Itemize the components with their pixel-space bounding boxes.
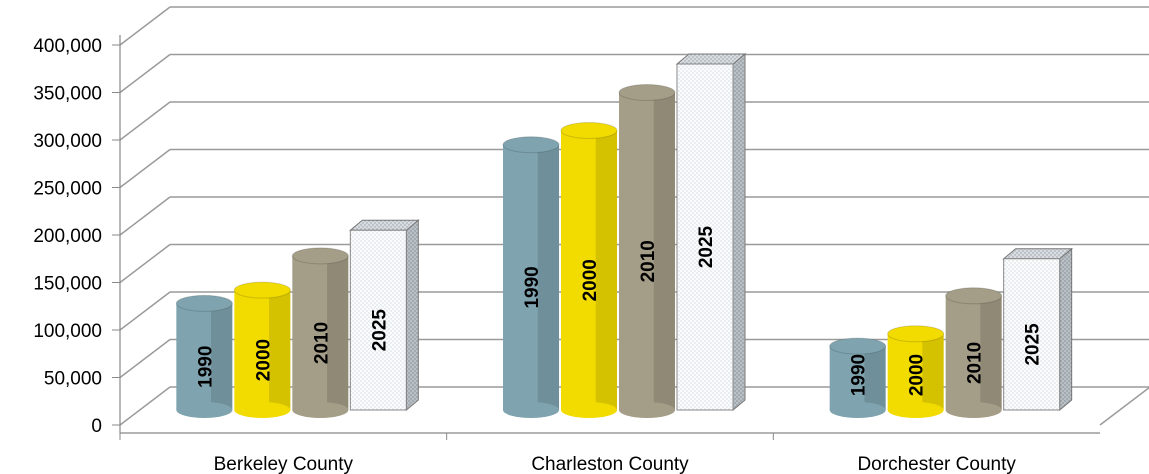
gridline-diag <box>119 243 171 284</box>
category-label: Charleston County <box>531 454 689 474</box>
gridline-diag <box>119 291 171 331</box>
bar <box>619 92 675 410</box>
bar-shade <box>653 92 675 410</box>
gridline-diag <box>119 101 171 141</box>
gridline-diag <box>119 6 171 46</box>
bars <box>175 52 1074 418</box>
bar <box>1003 258 1061 411</box>
bar-top <box>233 281 291 299</box>
y-tick-label: 150,000 <box>33 274 102 295</box>
bar-top <box>1002 248 1074 260</box>
bar-top <box>945 287 1003 305</box>
bar-shade <box>327 255 349 410</box>
bar-shade <box>922 333 944 410</box>
gridline-diag <box>119 338 171 379</box>
data-label: 2025 <box>1023 323 1044 366</box>
data-label: 2010 <box>965 342 986 384</box>
bar <box>945 295 1002 410</box>
labels: 0 50,000 100,000 150,000 200,000 250,000 300,0… <box>33 36 1043 474</box>
bar-base <box>176 402 233 418</box>
data-label: 1990 <box>195 346 216 388</box>
data-label: 2010 <box>638 240 659 282</box>
bar <box>292 255 349 410</box>
data-label: 2000 <box>580 259 601 301</box>
gridline-diag <box>119 386 171 426</box>
data-label: 2000 <box>253 339 274 381</box>
bar-shade <box>595 130 617 410</box>
bar <box>561 130 617 410</box>
category-label: Dorchester County <box>857 454 1016 474</box>
bar-top <box>291 247 349 265</box>
bar <box>503 144 559 410</box>
bar-shade <box>980 295 1002 410</box>
bar-shade <box>864 346 886 410</box>
y-tick-label: 400,000 <box>33 36 102 57</box>
bar-top <box>502 136 560 154</box>
y-tick-label: 0 <box>91 416 102 437</box>
bar <box>234 290 291 410</box>
bar-base <box>887 402 944 418</box>
bar-base <box>945 402 1002 418</box>
y-tick-label: 250,000 <box>33 179 102 200</box>
data-label: 2000 <box>907 354 928 396</box>
bar-top <box>348 219 420 231</box>
bar-side <box>405 219 419 412</box>
bar <box>176 303 233 410</box>
bar-base <box>503 402 559 418</box>
bar-top <box>887 325 945 343</box>
bar-shade <box>269 290 291 410</box>
data-label: 1990 <box>849 354 870 396</box>
data-label: 1990 <box>522 266 543 308</box>
y-tick-label: 300,000 <box>33 131 102 152</box>
floor-edge <box>1099 386 1149 426</box>
bar-base <box>619 402 675 418</box>
category-label: Berkeley County <box>214 454 354 474</box>
axes <box>112 35 1100 440</box>
data-label: 2025 <box>696 225 717 268</box>
gridline-diag <box>119 196 171 236</box>
bar-shade <box>211 303 233 410</box>
bar-top <box>175 294 233 312</box>
bar <box>829 346 886 410</box>
data-label: 2010 <box>311 322 332 364</box>
bar-top <box>560 122 618 139</box>
bar <box>887 333 944 410</box>
y-tick-label: 100,000 <box>33 321 102 342</box>
y-tick-label: 200,000 <box>33 226 102 247</box>
bar-top <box>618 84 676 101</box>
bar-base <box>829 402 886 418</box>
bar-shade <box>537 144 559 410</box>
bar-side <box>732 52 746 412</box>
bar <box>676 63 734 411</box>
bar-top <box>829 337 887 355</box>
bar-base <box>234 402 291 418</box>
gridline-diag <box>119 53 171 94</box>
bar-base <box>561 402 617 418</box>
bar-side <box>1059 247 1073 412</box>
gridline-diag <box>119 148 171 189</box>
data-label: 2025 <box>369 309 390 352</box>
bar <box>349 229 407 411</box>
bar-top <box>675 53 747 65</box>
y-tick-label: 350,000 <box>33 84 102 105</box>
y-tick-label: 50,000 <box>44 369 102 390</box>
bar-base <box>292 402 349 418</box>
